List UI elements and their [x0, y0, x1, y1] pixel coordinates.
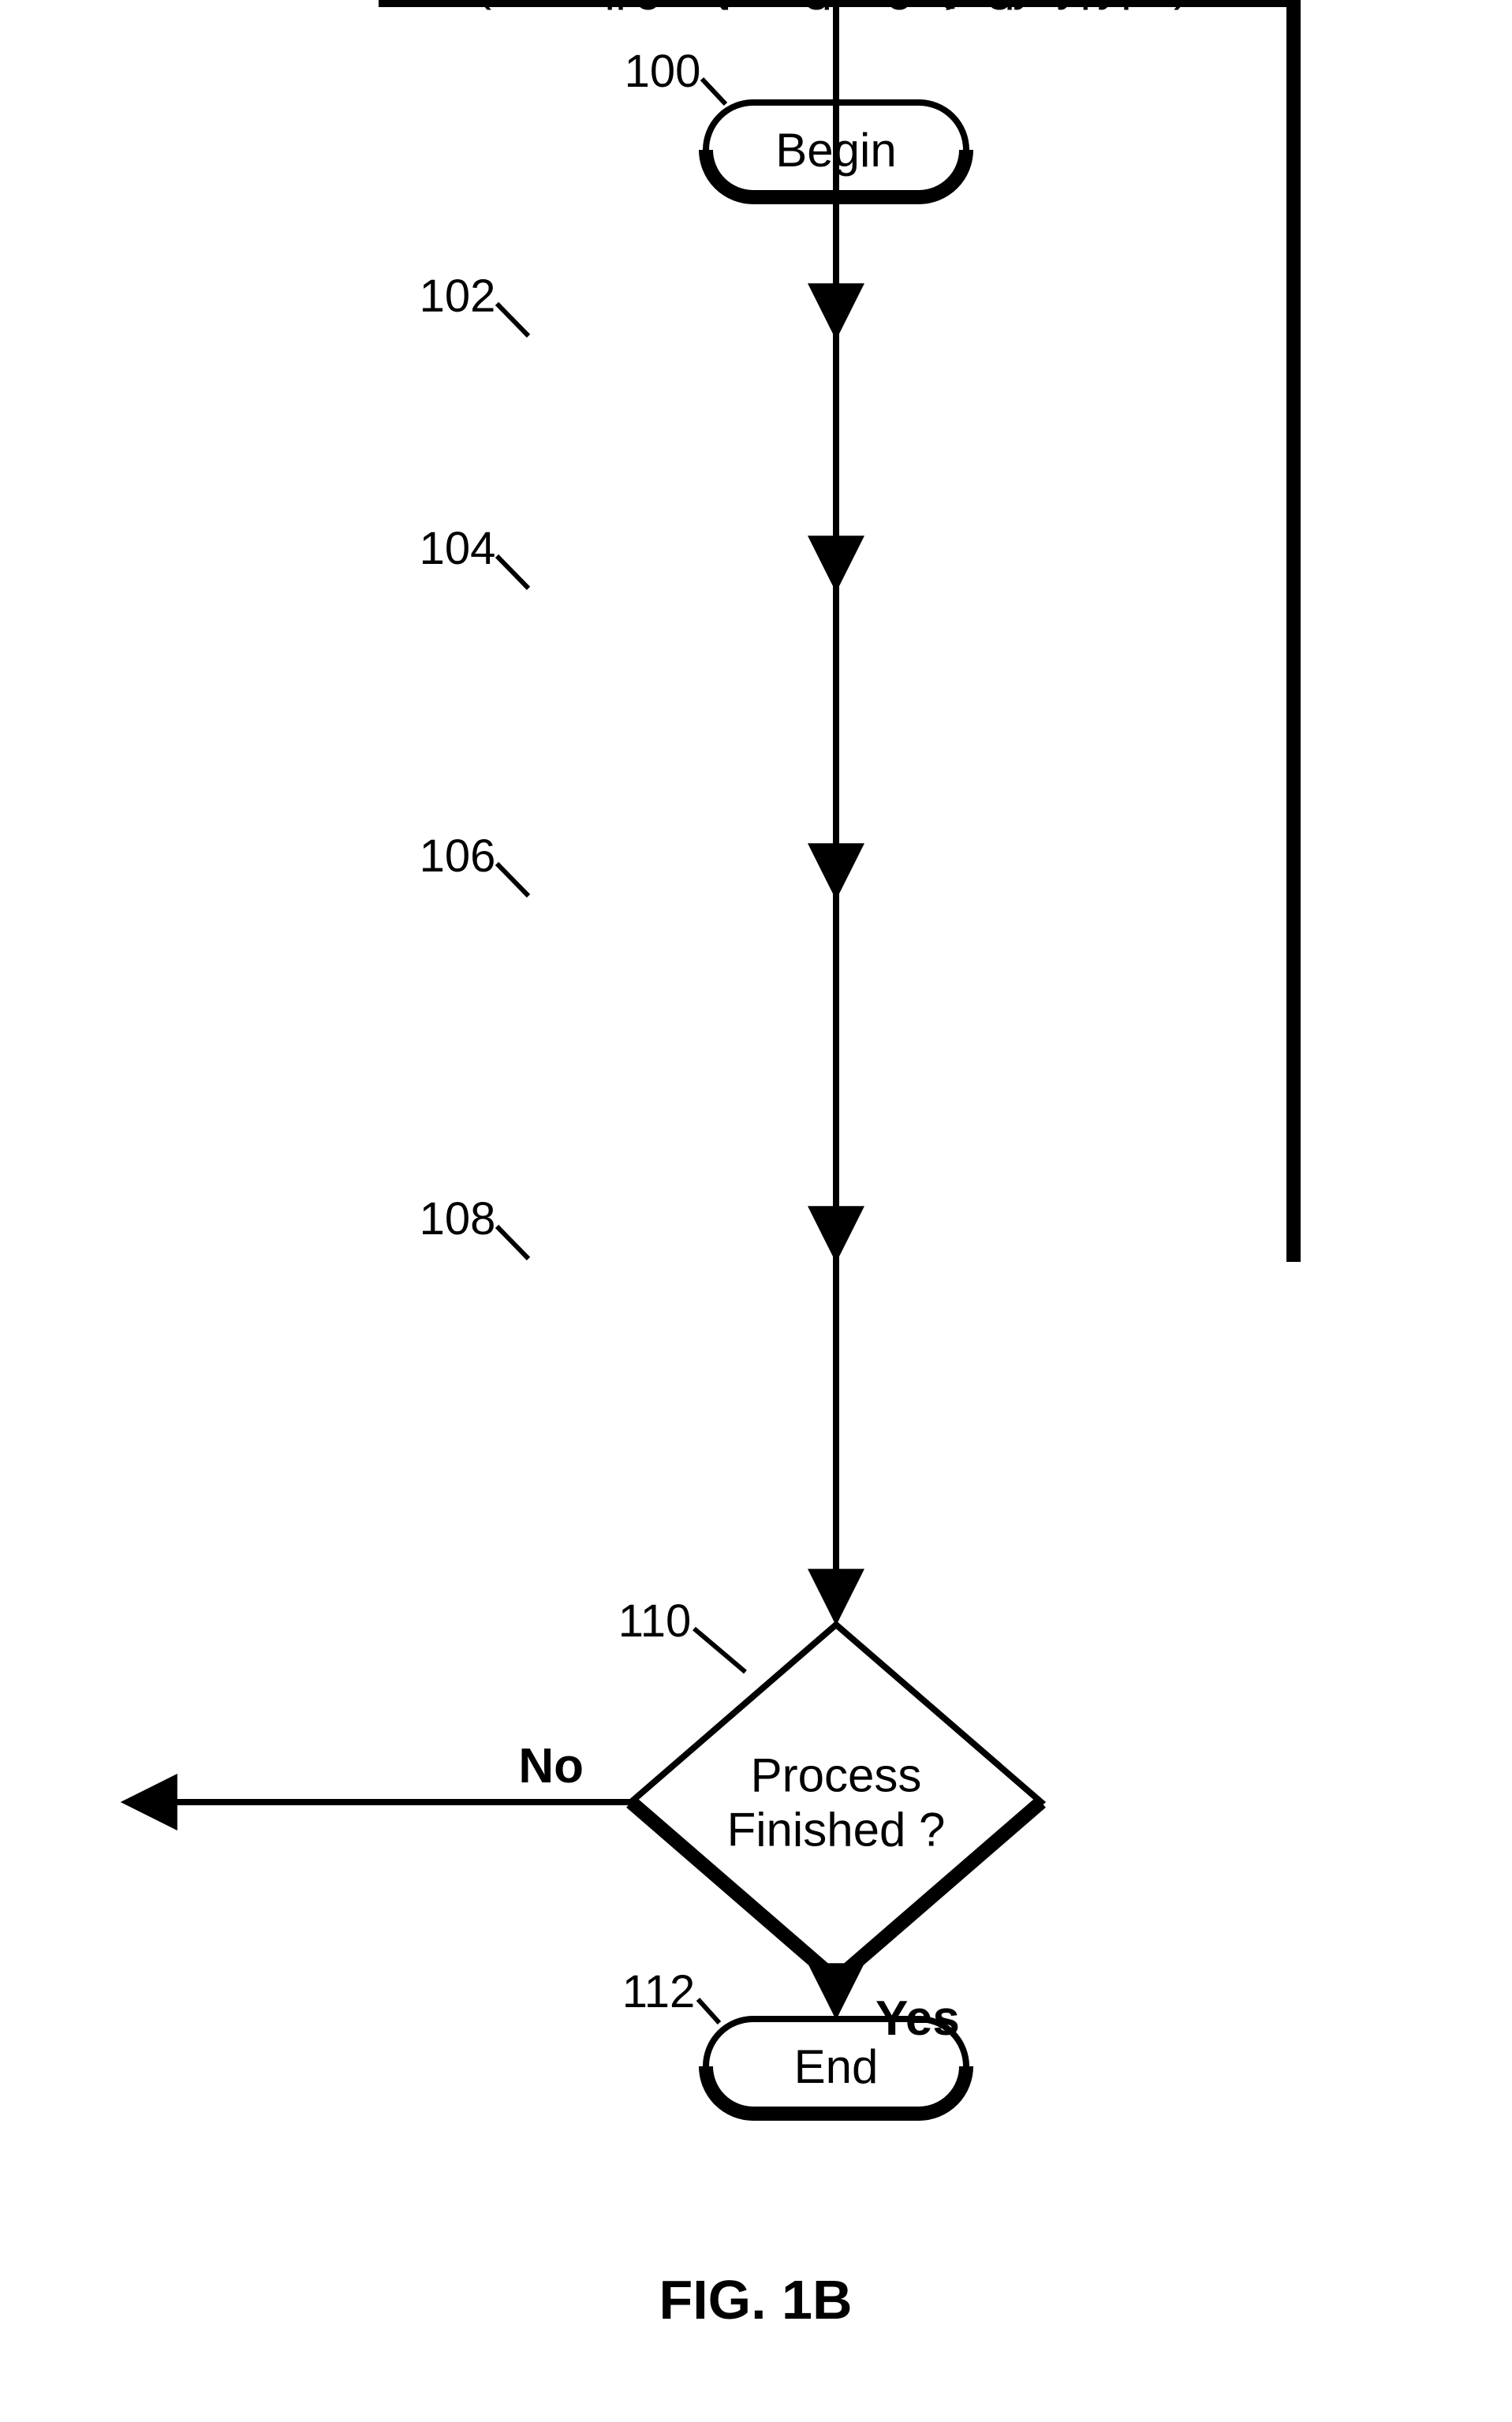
ref-110: 110	[618, 1595, 691, 1647]
decision-process-finished	[631, 1625, 1041, 1980]
label-yes: Yes	[875, 1991, 960, 2046]
ref-102: 102	[420, 271, 496, 322]
ref-102-tick	[497, 304, 528, 336]
ref-112: 112	[622, 1966, 695, 2017]
ref-108: 108	[420, 1193, 496, 1245]
terminal-end-label: End	[794, 2040, 879, 2093]
ref-110-tick	[694, 1629, 745, 1672]
ref-104: 104	[420, 523, 496, 574]
figure-caption: FIG. 1B	[659, 2269, 852, 2331]
ref-106-tick	[497, 864, 528, 896]
ref-112-tick	[698, 1999, 719, 2023]
ref-108-tick	[497, 1226, 528, 1259]
label-no: No	[518, 1739, 584, 1793]
ref-104-tick	[497, 556, 528, 588]
ref-100-tick	[702, 79, 726, 104]
ref-100: 100	[625, 46, 701, 97]
ref-106: 106	[420, 830, 496, 882]
flowchart-figure: Begin100Track Energetic Particles102Reco…	[0, 0, 1512, 2422]
